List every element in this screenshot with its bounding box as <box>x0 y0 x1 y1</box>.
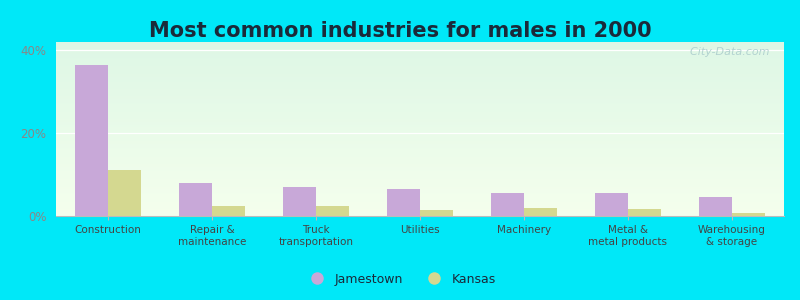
Text: City-Data.com: City-Data.com <box>683 47 770 57</box>
Bar <box>212 206 246 216</box>
Bar <box>594 193 628 216</box>
Bar <box>420 210 454 216</box>
Bar <box>178 183 212 216</box>
Bar <box>108 170 142 216</box>
Bar <box>490 193 524 216</box>
Text: Most common industries for males in 2000: Most common industries for males in 2000 <box>149 21 651 41</box>
Bar <box>282 187 316 216</box>
Bar <box>732 213 766 216</box>
Bar <box>316 206 350 216</box>
Bar <box>386 189 420 216</box>
Bar <box>628 208 662 216</box>
Bar <box>698 197 732 216</box>
Legend: Jamestown, Kansas: Jamestown, Kansas <box>299 268 501 291</box>
Bar <box>74 65 108 216</box>
Bar <box>524 208 558 216</box>
